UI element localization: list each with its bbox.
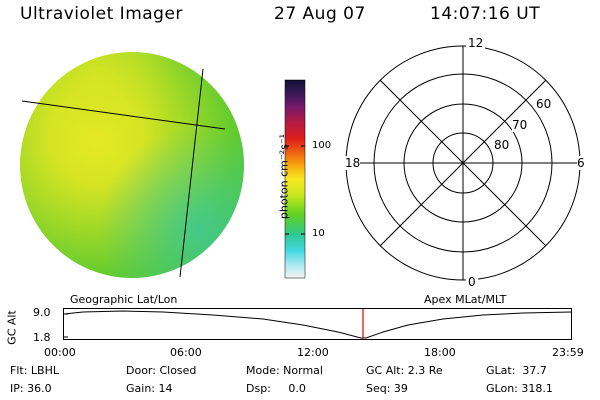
colorbar-tick-10: 10 <box>312 228 325 239</box>
lat-line <box>21 100 226 130</box>
status-dsp: Dsp: 0.0 <box>246 382 306 395</box>
colorbar-tick-100: 100 <box>312 140 332 151</box>
status-mode: Mode: Normal <box>246 364 323 377</box>
polar-mlat-mlt-plot <box>345 45 581 281</box>
ytick-9-0: 9.0 <box>33 306 51 319</box>
colorbar <box>284 79 306 279</box>
status-flt: Flt: LBHL <box>10 364 59 377</box>
xtick-12-00: 12:00 <box>297 346 329 359</box>
mlat-label-80: 80 <box>494 138 510 152</box>
xtick-06-00: 06:00 <box>170 346 202 359</box>
mlt-label-18: 18 <box>345 156 361 170</box>
status-gain: Gain: 14 <box>126 382 173 395</box>
image-time: 14:07:16 UT <box>430 4 541 24</box>
xtick-18-00: 18:00 <box>424 346 456 359</box>
timeline-ylabel: GC Alt <box>5 310 19 345</box>
status-ip: IP: 36.0 <box>10 382 52 395</box>
colorbar-unit-label: photon cm⁻²s⁻¹ <box>277 133 291 220</box>
mlt-label-6: 6 <box>577 156 585 170</box>
mlat-label-70: 70 <box>512 118 528 132</box>
status-seq: Seq: 39 <box>366 382 408 395</box>
gc-alt-timeline <box>63 308 572 340</box>
mlt-label-0: 0 <box>466 275 478 289</box>
image-date: 27 Aug 07 <box>274 4 366 24</box>
status-door: Door: Closed <box>126 364 197 377</box>
uv-earth-image <box>20 52 244 278</box>
gc-alt-curve <box>63 310 572 339</box>
xtick-23-59: 23:59 <box>552 346 584 359</box>
status-gc-alt: GC Alt: 2.3 Re <box>366 364 443 377</box>
status-glon: GLon: 318.1 <box>486 382 553 395</box>
timeline-right-title: Apex MLat/MLT <box>424 293 507 306</box>
mlat-label-60: 60 <box>536 97 552 111</box>
timeline-left-title: Geographic Lat/Lon <box>70 293 178 306</box>
xtick-00-00: 00:00 <box>44 346 76 359</box>
mlt-label-12: 12 <box>466 36 486 50</box>
status-glat: GLat: 37.7 <box>486 364 547 377</box>
lon-line <box>179 68 204 278</box>
instrument-title: Ultraviolet Imager <box>20 4 183 24</box>
ytick-1-8: 1.8 <box>33 331 51 344</box>
